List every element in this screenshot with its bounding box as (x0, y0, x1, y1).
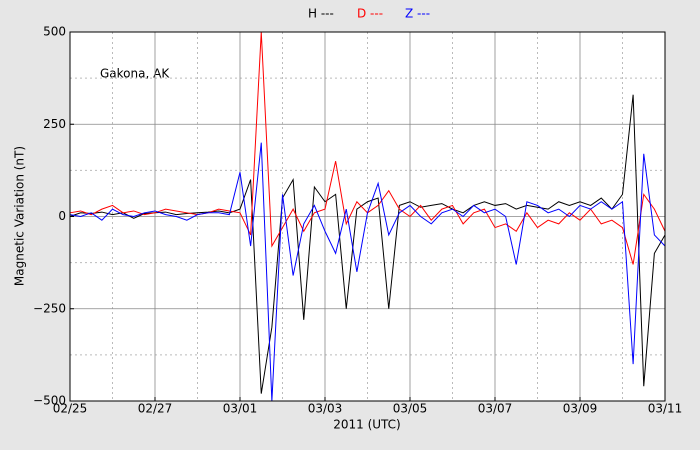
series-line (69, 94, 666, 394)
y-axis-label: Magnetic Variation (nT) (13, 146, 27, 286)
annotation: Gakona, AK (100, 67, 170, 81)
x-tick-label: 03/05 (393, 402, 428, 416)
y-tick-label: −250 (33, 301, 66, 315)
legend-entry: D --- (357, 7, 383, 21)
x-tick-label: 03/09 (563, 402, 598, 416)
x-tick-label: 02/27 (138, 402, 173, 416)
series-line (69, 142, 666, 402)
x-axis-label: 2011 (UTC) (333, 418, 401, 432)
plot-frame (69, 31, 666, 402)
y-tick-label: 500 (43, 25, 66, 39)
y-tick-label: 0 (58, 209, 66, 223)
x-tick-label: 03/11 (648, 402, 683, 416)
x-tick-label: 02/25 (53, 402, 88, 416)
y-tick-label: 250 (43, 117, 66, 131)
x-tick-label: 03/01 (223, 402, 258, 416)
y-tick-label: −500 (33, 394, 66, 408)
x-tick-label: 03/07 (478, 402, 513, 416)
legend-entry: Z --- (405, 7, 430, 21)
x-tick-label: 03/03 (308, 402, 343, 416)
legend-entry: H --- (308, 7, 334, 21)
